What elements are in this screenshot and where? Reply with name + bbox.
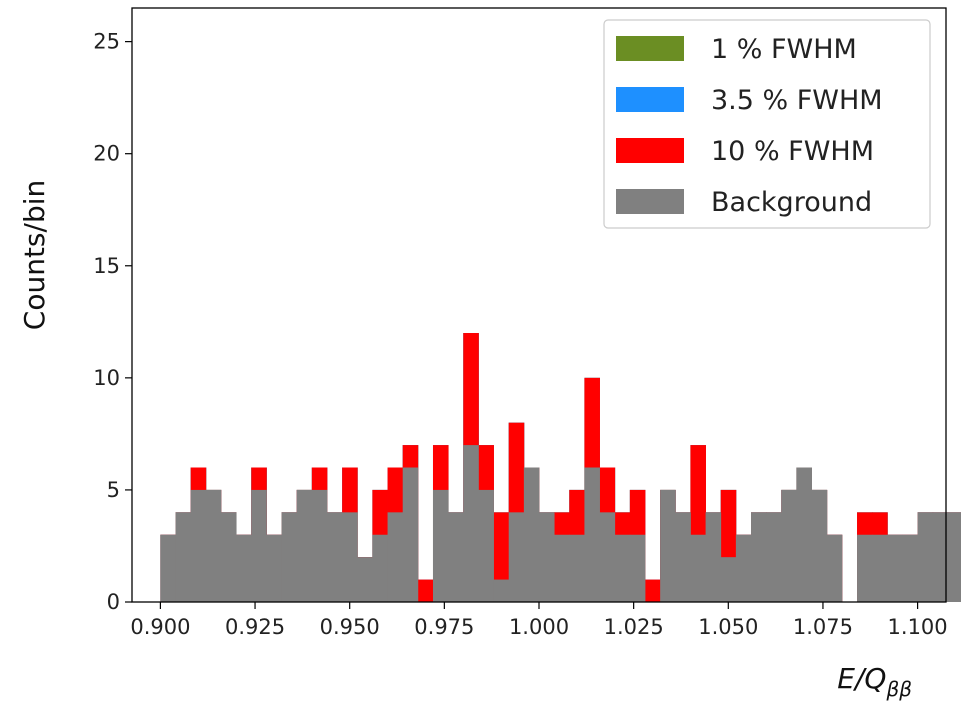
bar-background [781,489,797,602]
bar-background [190,489,207,602]
bar-background [569,534,585,602]
bar-background [705,512,722,602]
bar-background [508,512,525,602]
bar-10-fwhm [417,579,434,602]
bar-background [932,512,949,602]
bar-background [902,534,918,602]
bar-background [326,512,343,602]
legend-swatch [616,36,684,61]
bar-background [205,489,222,602]
y-axis-label: Counts/bin [18,180,51,330]
bar-background [281,512,298,602]
y-axis-ticks: 0 5 10 15 20 25 [93,30,132,614]
x-tick-label: 1.025 [604,615,664,639]
bar-background [887,534,903,602]
bar-background [690,534,706,602]
bar-background [432,489,449,602]
bar-background [584,467,600,602]
legend-swatch [616,138,684,163]
bar-background [372,534,388,602]
bar-background [599,512,616,602]
x-tick-label: 0.975 [414,615,474,639]
x-tick-label: 0.925 [225,615,285,639]
bar-background [660,489,676,602]
bar-background [251,489,267,602]
bar-background [539,512,555,602]
legend-swatch [616,87,684,112]
bar-background [766,512,782,602]
bar-background [357,557,373,602]
legend-box [603,19,931,229]
bar-background [220,512,237,602]
bar-background [629,534,646,602]
bar-background [478,489,494,602]
y-tick-label: 25 [93,30,120,54]
legend-label: 10 % FWHM [711,136,874,167]
bar-background [296,489,313,602]
bar-background [493,579,510,602]
legend: 1 % FWHM 3.5 % FWHM 10 % FWHM Background [603,19,931,229]
x-tick-label: 1.100 [888,615,948,639]
bar-background [811,489,828,602]
legend-swatch [616,189,684,214]
bar-background [826,534,843,602]
bar-background [675,512,691,602]
legend-label: 1 % FWHM [711,34,857,65]
x-axis-label-subscript: ββ [885,677,912,701]
histogram-bars [160,333,961,602]
bar-background [751,512,767,602]
bar-background [917,512,934,602]
y-tick-label: 15 [93,254,120,278]
x-tick-label: 0.950 [320,615,380,639]
bar-background [720,557,737,602]
bar-background [796,467,812,602]
bar-background [266,534,282,602]
bar-10-fwhm [645,579,661,602]
y-tick-label: 20 [93,142,120,166]
x-tick-label: 1.075 [793,615,853,639]
bar-background [857,534,873,602]
bar-background [872,534,888,602]
x-tick-label: 0.900 [130,615,190,639]
y-tick-label: 0 [107,590,120,614]
bar-background [342,512,358,602]
legend-label: 3.5 % FWHM [711,85,883,116]
bar-background [448,512,464,602]
legend-label: Background [711,187,872,218]
bar-background [554,534,570,602]
bar-background [402,467,419,602]
x-axis-ticks: 0.900 0.925 0.950 0.975 1.000 1.025 1.050 1.075… [130,602,948,639]
bar-background [387,512,404,602]
x-axis-label: E/Qββ [837,662,912,701]
bar-background [236,534,252,602]
bar-background [735,534,752,602]
bar-background [523,467,540,602]
y-tick-label: 5 [107,478,120,502]
bar-background [311,489,328,602]
x-axis-label-main: E/Q [837,662,886,695]
bar-background [614,534,631,602]
y-tick-label: 10 [93,366,120,390]
bar-background [463,445,479,602]
bar-background [947,512,961,602]
bar-background [160,534,176,602]
bar-background [175,512,192,602]
x-tick-label: 1.000 [509,615,569,639]
x-tick-label: 1.050 [698,615,758,639]
